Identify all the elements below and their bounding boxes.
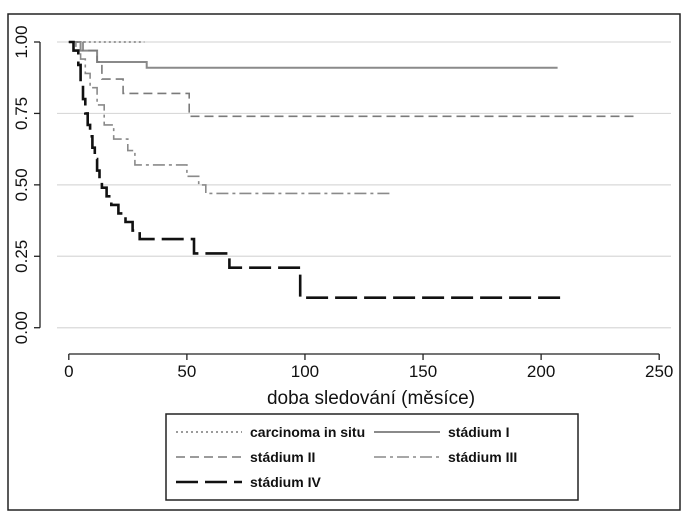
y-tick-label: 0.25 bbox=[12, 240, 31, 273]
x-tick-label: 150 bbox=[409, 362, 437, 381]
x-tick-label: 50 bbox=[177, 362, 196, 381]
legend: carcinoma in situ stádium I stádium II stád… bbox=[165, 413, 579, 501]
y-tick-label: 0.75 bbox=[12, 97, 31, 130]
series-layer bbox=[68, 40, 636, 299]
x-tick-label: 200 bbox=[527, 362, 555, 381]
y-tick-label: 0.50 bbox=[12, 168, 31, 201]
legend-label-3: stádium II bbox=[250, 449, 315, 465]
legend-label-1: carcinoma in situ bbox=[250, 424, 365, 440]
series-line-5 bbox=[68, 40, 565, 299]
legend-label-5: stádium IV bbox=[250, 474, 321, 490]
x-axis-title: doba sledování (měsíce) bbox=[267, 388, 475, 409]
axis-layer: 0 50 100 150 200 250 0.00 0.25 0.50 0.75 1.00 bbox=[12, 25, 673, 381]
x-tick-label: 0 bbox=[64, 362, 73, 381]
x-tick-label: 250 bbox=[645, 362, 673, 381]
x-tick-label: 100 bbox=[291, 362, 319, 381]
grid-layer bbox=[57, 41, 671, 329]
legend-label-4: stádium III bbox=[448, 449, 517, 465]
plot-background bbox=[57, 22, 671, 342]
series-line-3 bbox=[68, 41, 636, 118]
y-tick-label: 1.00 bbox=[12, 25, 31, 58]
legend-label-2: stádium I bbox=[448, 424, 509, 440]
series-line-4 bbox=[68, 41, 393, 195]
y-tick-label: 0.00 bbox=[12, 311, 31, 344]
